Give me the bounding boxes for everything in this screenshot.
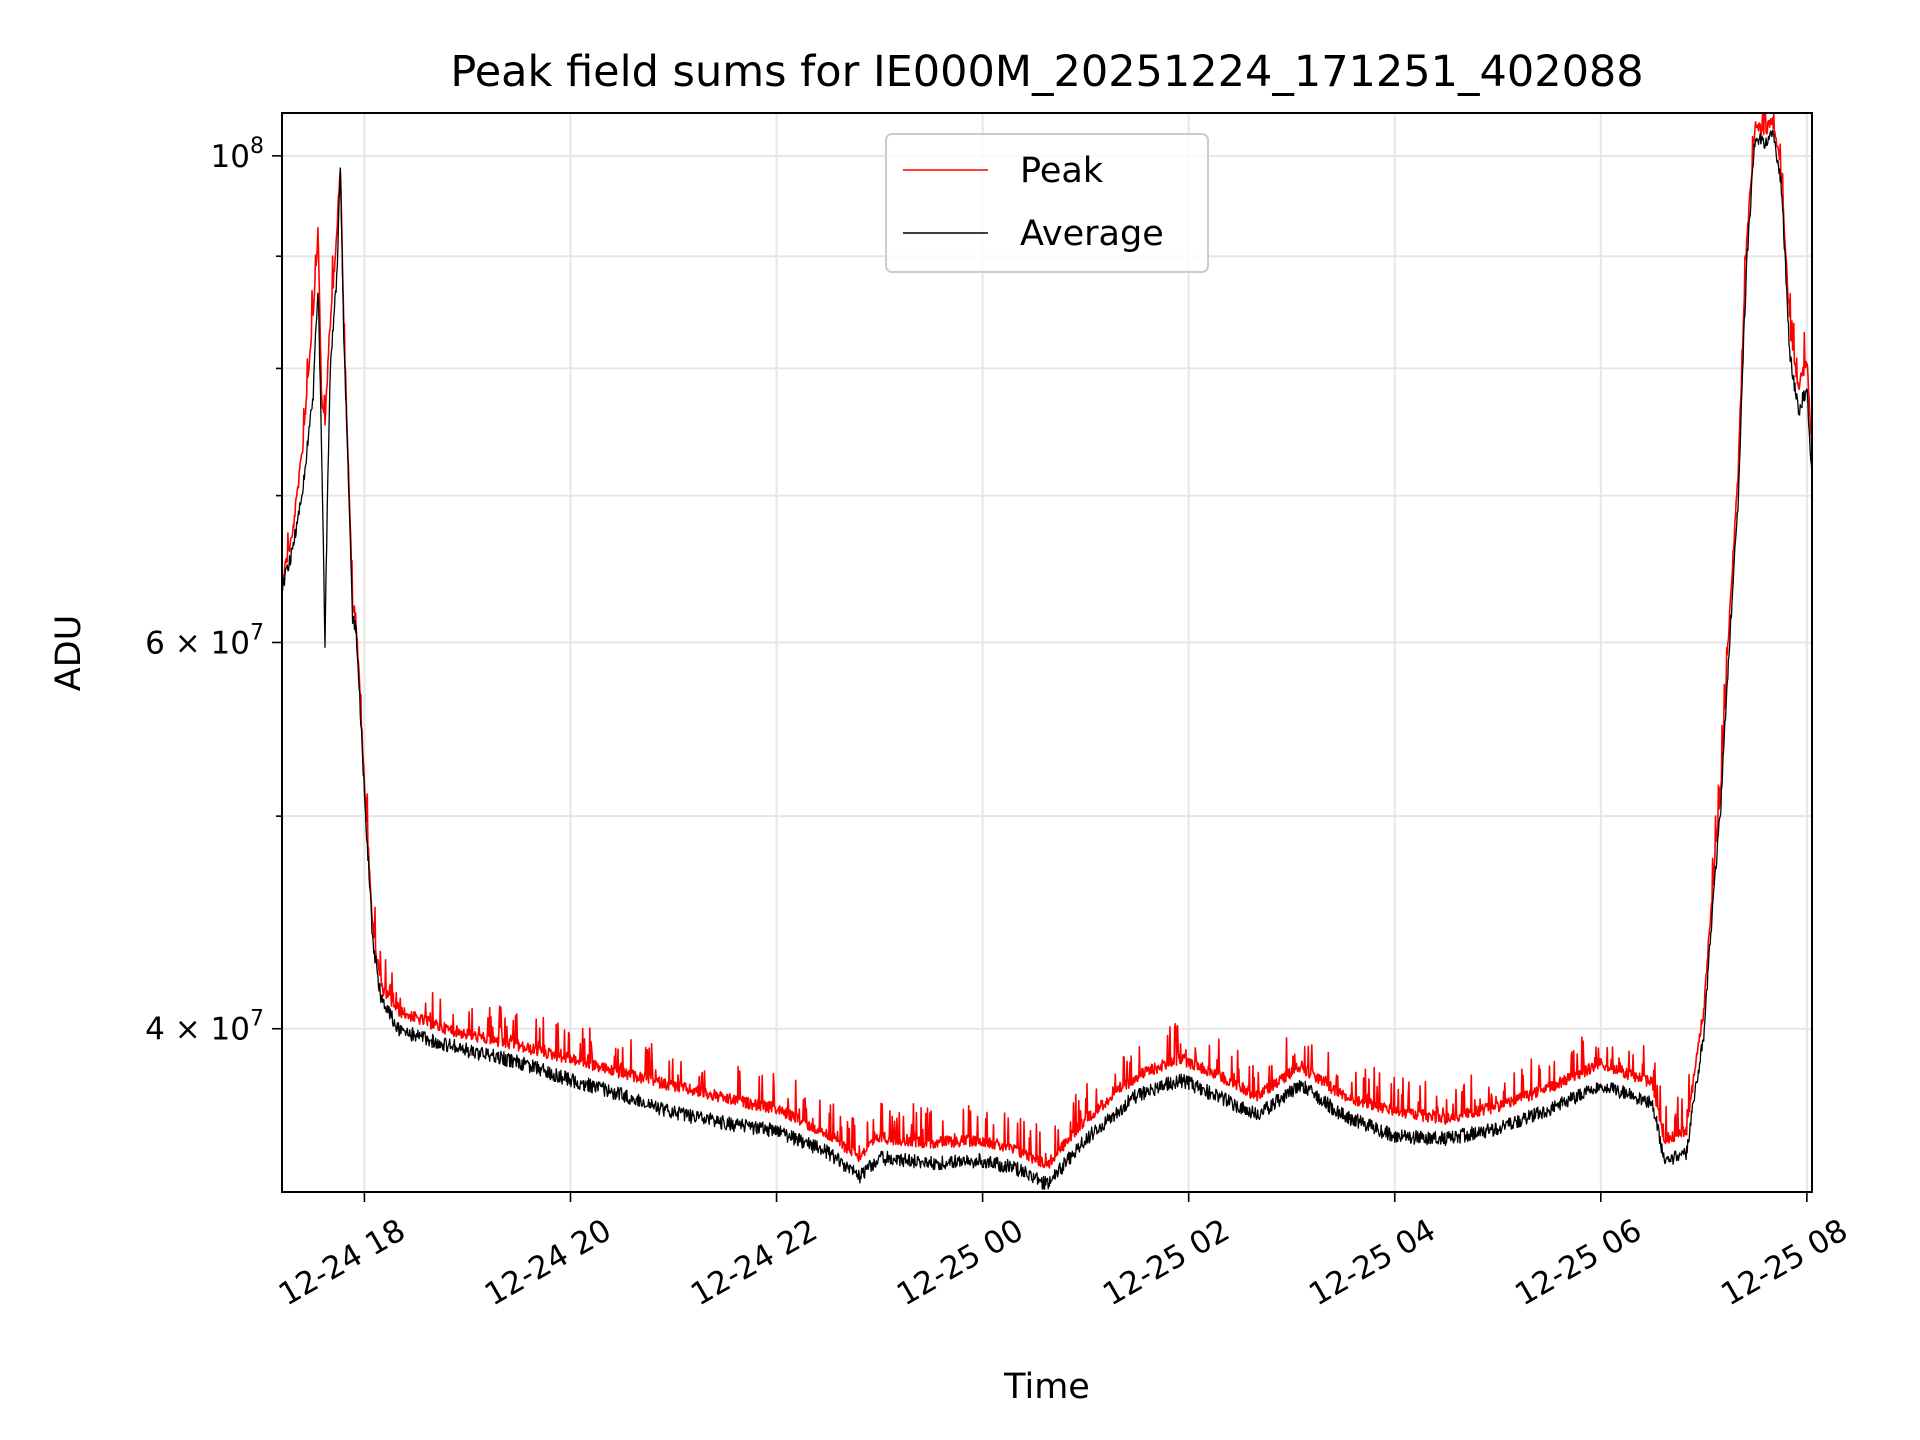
plot-frame xyxy=(281,112,1813,1193)
legend-label-peak: Peak xyxy=(1020,151,1104,191)
legend: Peak Average xyxy=(885,133,1209,273)
series-layer xyxy=(282,113,1812,1190)
chart-title: Peak field sums for IE000M_20251224_1712… xyxy=(450,47,1643,97)
x-axis-label: Time xyxy=(1003,1367,1090,1407)
series-line-peak xyxy=(282,113,1812,1169)
y-tick-label: 108 xyxy=(211,134,264,175)
legend-label-average: Average xyxy=(1020,214,1164,254)
series-line-average xyxy=(282,129,1812,1190)
y-axis-label: ADU xyxy=(49,615,89,692)
y-tick-label: 6 × 107 xyxy=(145,620,264,661)
y-tick-label: 4 × 107 xyxy=(145,1007,264,1048)
legend-box xyxy=(885,133,1209,273)
